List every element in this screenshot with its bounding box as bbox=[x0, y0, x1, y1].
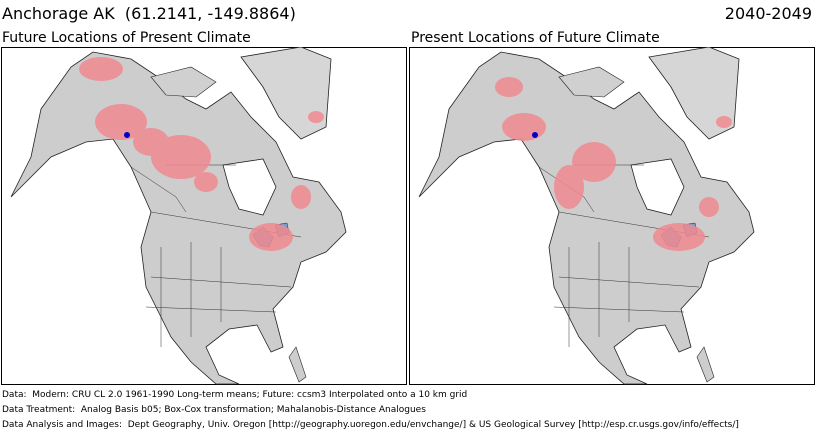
period: 2040-2049 bbox=[724, 4, 812, 23]
footer-line: Data: Modern: CRU CL 2.0 1961-1990 Long-… bbox=[2, 390, 468, 400]
title: Anchorage AK (61.2141, -149.8864) bbox=[2, 4, 296, 23]
map-panel bbox=[409, 47, 815, 385]
map-panel bbox=[1, 47, 407, 385]
footer-line: Data Analysis and Images: Dept Geography… bbox=[2, 420, 739, 430]
footer-line: Data Treatment: Analog Basis b05; Box-Co… bbox=[2, 405, 426, 415]
panel-title: Future Locations of Present Climate bbox=[2, 30, 251, 46]
panel-title: Present Locations of Future Climate bbox=[411, 30, 660, 46]
